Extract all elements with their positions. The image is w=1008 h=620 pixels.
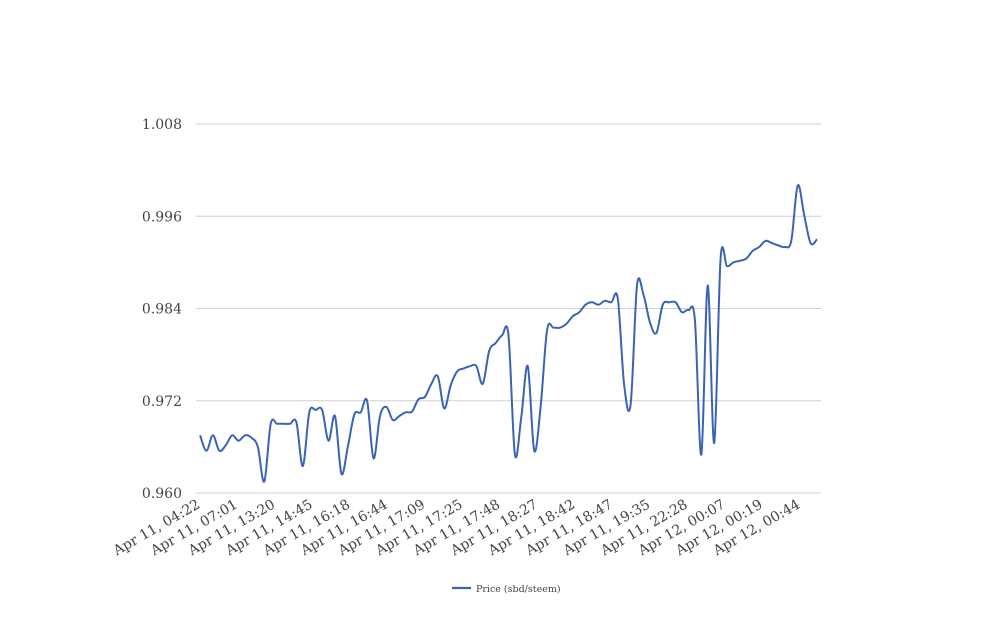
y-tick-label: 1.008: [142, 117, 182, 133]
y-tick-label: 0.972: [142, 394, 182, 410]
legend[interactable]: Price (sbd/steem): [452, 584, 561, 595]
legend-label: Price (sbd/steem): [476, 584, 561, 595]
gridlines: [196, 123, 821, 494]
series-layer: [199, 184, 818, 483]
series-line-price: [199, 184, 818, 483]
y-tick-label: 0.996: [142, 209, 182, 225]
y-tick-label: 0.960: [142, 486, 182, 502]
y-tick-label: 0.984: [142, 302, 182, 318]
y-axis-ticks: 0.960 0.972 0.984 0.996 1.008: [142, 117, 182, 502]
